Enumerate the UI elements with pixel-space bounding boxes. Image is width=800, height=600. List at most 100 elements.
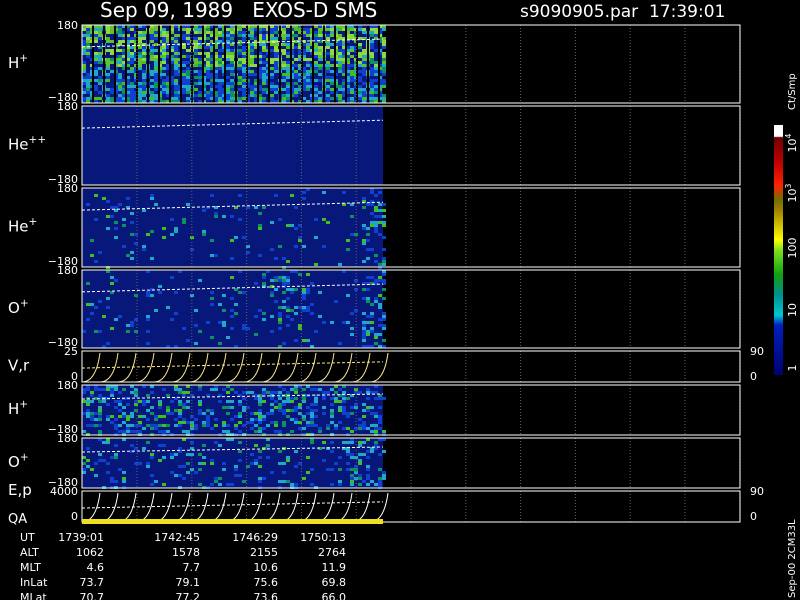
spectrogram-cell	[366, 282, 370, 285]
spectrogram-cell	[198, 412, 202, 415]
spectrogram-cell	[230, 239, 234, 242]
spectrogram-cell	[350, 88, 354, 91]
spectrogram-cell	[350, 453, 354, 456]
spectrogram-cell	[338, 64, 342, 67]
spectrogram-cell	[238, 34, 242, 37]
spectrogram-cell	[158, 400, 162, 403]
spectrogram-cell	[346, 64, 350, 67]
spectrogram-cell	[162, 456, 166, 459]
footer-value: 10.6	[254, 561, 279, 574]
spectrogram-cell	[274, 43, 278, 46]
spectrogram-cell	[374, 230, 378, 233]
spectrogram-cell	[146, 270, 150, 273]
spectrogram-cell	[214, 97, 218, 100]
spectrogram-cell	[342, 406, 346, 409]
spectrogram-cell	[278, 315, 282, 318]
spectrogram-cell	[226, 82, 230, 85]
panel-label-base: He	[8, 218, 29, 236]
spectrogram-cell	[358, 37, 362, 40]
spectrogram-cell	[258, 97, 262, 100]
spectrogram-cell	[114, 279, 118, 282]
spectrogram-cell	[82, 79, 86, 82]
spectrogram-cell	[334, 391, 338, 394]
spectrogram-cell	[358, 444, 362, 447]
spectrogram-cell	[286, 260, 290, 263]
spectrogram-cell	[294, 270, 298, 273]
spectrogram-cell	[106, 471, 110, 474]
spectrogram-cell	[86, 88, 90, 91]
spectrogram-cell	[254, 315, 258, 318]
colorbar-unit: Ct/Smp	[787, 73, 798, 110]
spectrogram-cell	[354, 309, 358, 312]
spectrogram-cell	[154, 25, 158, 28]
spectrogram-cell	[350, 483, 354, 486]
spectrogram-cell	[286, 94, 290, 97]
spectrogram-cell	[214, 254, 218, 257]
spectrogram-cell	[130, 212, 134, 215]
spectrogram-cell	[170, 37, 174, 40]
spectrogram-cell	[350, 28, 354, 31]
spectrogram-cell	[142, 61, 146, 64]
spectrogram-cell	[282, 421, 286, 424]
spectrogram-cell	[374, 279, 378, 282]
spectrogram-cell	[106, 270, 110, 273]
spectrogram-cell	[94, 388, 98, 391]
spectrogram-cell	[270, 31, 274, 34]
spectrogram-cell	[150, 257, 154, 260]
spectrogram-cell	[258, 465, 262, 468]
spectrogram-cell	[86, 46, 90, 49]
spectrogram-cell	[286, 37, 290, 40]
spectrogram-cell	[230, 58, 234, 61]
spectrogram-cell	[314, 85, 318, 88]
panel-frame	[81, 187, 741, 268]
spectrogram-cell	[366, 474, 370, 477]
spectrogram-cell	[338, 97, 342, 100]
spectrogram-cell	[178, 388, 182, 391]
spectrogram-cell	[378, 318, 382, 321]
spectrogram-cell	[126, 79, 130, 82]
spectrogram-cell	[130, 415, 134, 418]
spectrogram-cell	[242, 61, 246, 64]
spectrogram-cell	[382, 64, 386, 67]
spectrogram-cell	[218, 88, 222, 91]
spectrogram-cell	[178, 474, 182, 477]
spectrogram-cell	[318, 97, 322, 100]
spectrogram-cell	[370, 82, 374, 85]
spectrogram-cell	[194, 28, 198, 31]
spectrogram-cell	[170, 61, 174, 64]
spectrogram-cell	[122, 40, 126, 43]
spectrogram-cell	[270, 73, 274, 76]
spectrogram-cell	[362, 224, 366, 227]
spectrogram-cell	[166, 40, 170, 43]
spectrogram-cell	[282, 25, 286, 28]
footer-value: 11.9	[322, 561, 347, 574]
spectrogram-cell	[186, 67, 190, 70]
spectrogram-cell	[138, 58, 142, 61]
spectrogram-cell	[274, 28, 278, 31]
spectrogram-cell	[110, 456, 114, 459]
spectrogram-stripe	[180, 25, 182, 103]
spectrogram-cell	[234, 465, 238, 468]
spectrogram-cell	[170, 46, 174, 49]
spectrogram-cell	[130, 233, 134, 236]
spectrogram-cell	[306, 58, 310, 61]
spectrogram-cell	[110, 91, 114, 94]
spectrogram-cell	[374, 100, 378, 103]
spectrogram-cell	[94, 61, 98, 64]
spectrogram-cell	[206, 37, 210, 40]
spectrogram-cell	[86, 25, 90, 28]
spectrogram-cell	[382, 100, 386, 103]
spectrogram-cell	[242, 58, 246, 61]
spectrogram-cell	[382, 474, 386, 477]
spectrogram-cell	[214, 40, 218, 43]
spectrogram-cell	[166, 91, 170, 94]
spectrogram-cell	[286, 34, 290, 37]
spectrogram-cell	[354, 456, 358, 459]
spectrogram-cell	[298, 55, 302, 58]
axis-bottom-label: 0	[71, 370, 78, 383]
spectrogram-cell	[142, 58, 146, 61]
spectrogram-cell	[342, 88, 346, 91]
spectrogram-cell	[110, 28, 114, 31]
spectrogram-cell	[94, 218, 98, 221]
spectrogram-cell	[258, 31, 262, 34]
